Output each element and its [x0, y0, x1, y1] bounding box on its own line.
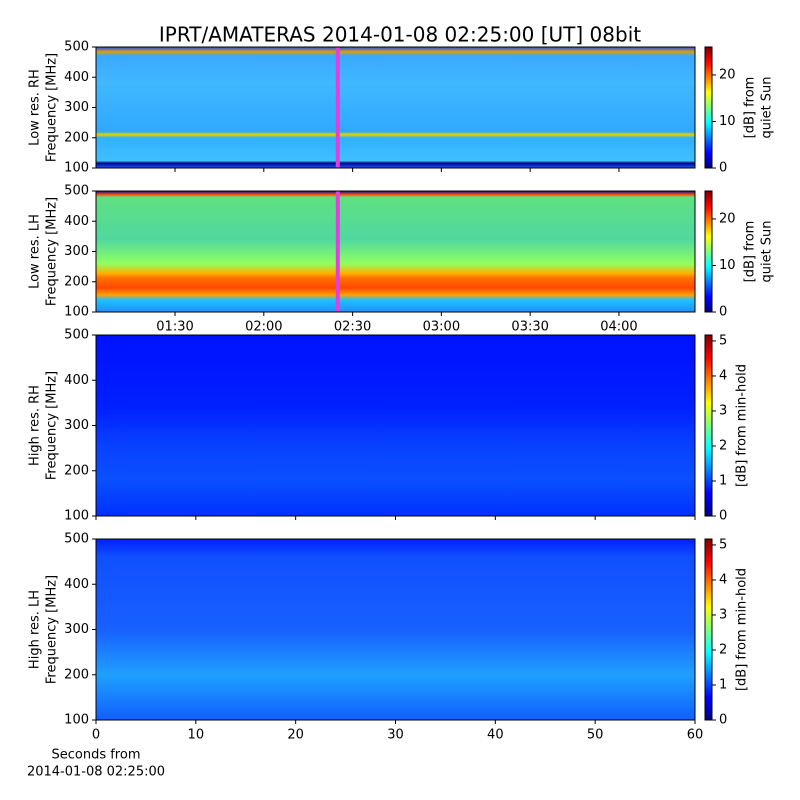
colorbar-tick-label: 3 — [719, 403, 727, 418]
x-tick-label: 30 — [387, 728, 404, 743]
spectrogram-image — [96, 47, 695, 168]
colorbar-tick-label: 1 — [719, 473, 727, 488]
y-axis-label: Frequency [MHz] — [45, 371, 60, 480]
y-tick-label: 200 — [64, 130, 89, 145]
y-tick-label: 100 — [64, 509, 89, 524]
y-tick-label: 300 — [64, 622, 89, 637]
y-tick-label: 100 — [64, 305, 89, 320]
y-axis-label: Frequency [MHz] — [45, 53, 60, 162]
x-tick-label: 0 — [92, 728, 100, 743]
colorbar-label: quiet Sun — [760, 220, 775, 282]
x-axis-label: Seconds from — [51, 748, 140, 763]
x-tick-label: 01:30 — [156, 320, 193, 335]
colorbar-label: [dB] from — [743, 77, 758, 139]
y-axis-label: Frequency [MHz] — [45, 197, 60, 306]
y-tick-label: 200 — [64, 667, 89, 682]
x-axis-label: 2014-01-08 02:25:00 — [27, 765, 165, 780]
colorbar-label: quiet Sun — [760, 76, 775, 138]
y-tick-label: 400 — [64, 70, 89, 85]
y-tick-label: 100 — [64, 161, 89, 176]
y-axis-label: Low res. LH — [28, 214, 43, 289]
colorbar-tick-label: 5 — [719, 333, 727, 348]
colorbar-tick-label: 20 — [719, 211, 736, 226]
y-tick-label: 300 — [64, 100, 89, 115]
colorbar-tick-label: 4 — [719, 368, 727, 383]
y-tick-label: 500 — [64, 328, 89, 343]
y-tick-label: 300 — [64, 418, 89, 433]
y-tick-label: 400 — [64, 373, 89, 388]
x-tick-label: 03:00 — [423, 320, 460, 335]
colorbar-label: [dB] from — [743, 221, 758, 283]
y-tick-label: 200 — [64, 274, 89, 289]
y-tick-label: 500 — [64, 532, 89, 547]
x-tick-label: 02:00 — [245, 320, 282, 335]
y-tick-label: 400 — [64, 214, 89, 229]
colorbar — [704, 190, 713, 313]
x-tick-label: 10 — [188, 728, 205, 743]
y-axis-label: Frequency [MHz] — [45, 575, 60, 684]
colorbar-tick-label: 2 — [719, 642, 727, 657]
colorbar-tick-label: 10 — [719, 258, 736, 273]
y-tick-label: 200 — [64, 463, 89, 478]
time-marker — [335, 47, 340, 168]
x-tick-label: 40 — [487, 728, 504, 743]
x-tick-label: 03:30 — [511, 320, 548, 335]
colorbar-tick-label: 0 — [719, 713, 727, 728]
colorbar-tick-label: 4 — [719, 572, 727, 587]
time-marker — [335, 191, 340, 312]
colorbar — [704, 538, 713, 721]
x-tick-label: 60 — [687, 728, 704, 743]
x-tick-label: 20 — [287, 728, 304, 743]
y-axis-label: Low res. RH — [28, 69, 43, 146]
colorbar-label: [dB] from min-hold — [735, 568, 750, 691]
colorbar — [704, 334, 713, 517]
colorbar-label: [dB] from min-hold — [735, 364, 750, 487]
colorbar-tick-label: 1 — [719, 677, 727, 692]
colorbar-tick-label: 0 — [719, 161, 727, 176]
colorbar-tick-label: 0 — [719, 305, 727, 320]
colorbar-tick-label: 0 — [719, 509, 727, 524]
colorbar-tick-label: 10 — [719, 114, 736, 129]
y-tick-label: 500 — [64, 40, 89, 55]
title: IPRT/AMATERAS 2014-01-08 02:25:00 [UT] 0… — [159, 23, 641, 47]
colorbar-tick-label: 20 — [719, 67, 736, 82]
y-tick-label: 400 — [64, 577, 89, 592]
spectrogram-image — [96, 191, 695, 312]
colorbar-tick-label: 2 — [719, 438, 727, 453]
x-tick-label: 04:00 — [600, 320, 637, 335]
spectrogram-image — [96, 539, 695, 720]
y-axis-label: High res. LH — [28, 590, 43, 669]
y-tick-label: 500 — [64, 184, 89, 199]
colorbar — [704, 46, 713, 169]
colorbar-tick-label: 3 — [719, 607, 727, 622]
spectrogram-image — [96, 335, 695, 516]
y-tick-label: 300 — [64, 244, 89, 259]
y-axis-label: High res. RH — [28, 385, 43, 466]
x-tick-label: 50 — [587, 728, 604, 743]
x-tick-label: 02:30 — [334, 320, 371, 335]
colorbar-tick-label: 5 — [719, 537, 727, 552]
y-tick-label: 100 — [64, 713, 89, 728]
